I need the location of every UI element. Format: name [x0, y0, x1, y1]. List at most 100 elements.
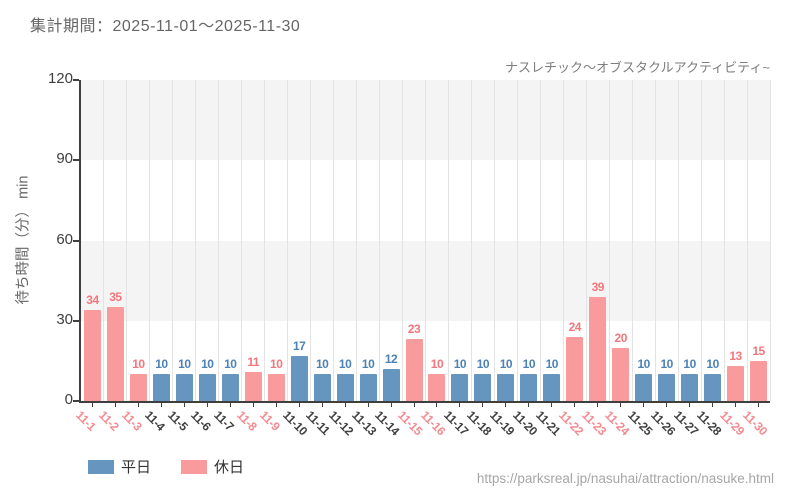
x-axis-tick [712, 403, 714, 407]
bar-11-11 [313, 374, 331, 401]
x-axis-date-label: 11-29 [716, 408, 747, 439]
x-axis-tick [390, 403, 392, 407]
bar-11-7 [221, 374, 239, 401]
x-axis-tick [183, 403, 185, 407]
vertical-gridline [402, 80, 404, 401]
x-axis-tick [321, 403, 323, 407]
bar-11-1 [83, 310, 101, 401]
x-axis-date-label: 11-12 [326, 408, 357, 439]
bar-11-10 [290, 355, 308, 401]
x-axis-tick [298, 403, 300, 407]
bar-11-26 [658, 374, 676, 401]
vertical-gridline [356, 80, 358, 401]
bar-value-label: 11 [247, 354, 260, 369]
bar-value-label: 10 [499, 357, 513, 372]
bar-value-label: 39 [591, 279, 605, 294]
x-axis-date-label: 11-23 [578, 408, 609, 439]
x-axis-date-label: 11-6 [188, 408, 214, 434]
bar-value-label: 10 [706, 357, 719, 372]
x-axis-date-label: 11-21 [532, 408, 563, 439]
bar-value-label: 10 [338, 357, 352, 372]
vertical-gridline [769, 80, 771, 401]
x-axis-tick [436, 403, 438, 407]
y-axis-tick-label: 0 [64, 391, 73, 408]
bar-11-15 [405, 339, 423, 401]
bar-value-label: 23 [407, 322, 421, 337]
bar-11-16 [428, 374, 446, 401]
x-axis-date-label: 11-4 [142, 408, 169, 434]
bar-value-label: 10 [476, 357, 490, 372]
bar-11-28 [704, 374, 722, 401]
legend-item-holiday: 休日 [181, 456, 244, 477]
x-axis-tick [551, 403, 553, 407]
bar-11-24 [612, 347, 630, 401]
bar-value-label: 10 [430, 357, 444, 372]
x-axis-date-label: 11-3 [119, 408, 146, 434]
bar-value-label: 20 [614, 330, 628, 345]
x-axis-tick [275, 403, 277, 407]
x-axis-tick [620, 403, 622, 407]
x-axis-tick [114, 403, 116, 407]
vertical-gridline [264, 80, 266, 401]
vertical-gridline [539, 80, 541, 401]
vertical-gridline [447, 80, 449, 401]
y-axis-tick-label: 90 [56, 150, 73, 168]
x-axis-tick [735, 403, 737, 407]
vertical-gridline [333, 80, 335, 401]
bar-11-14 [382, 368, 400, 401]
bar-value-label: 10 [683, 357, 696, 372]
bar-11-23 [589, 296, 607, 401]
y-axis-tick [73, 79, 79, 81]
weekday-color-swatch [88, 459, 114, 474]
x-axis-tick [574, 403, 576, 407]
vertical-gridline [379, 80, 381, 401]
x-axis-date-label: 11-30 [739, 408, 770, 439]
x-axis-date-label: 11-1 [73, 408, 100, 434]
attraction-name-title: ナスレチック～オブスタクルアクティビティ~ [505, 60, 770, 75]
x-axis-tick [528, 403, 530, 407]
bar-value-label: 10 [453, 357, 467, 372]
x-axis-date-label: 11-5 [165, 408, 192, 434]
vertical-gridline [654, 80, 656, 401]
x-axis-date-label: 11-10 [280, 408, 311, 439]
bar-11-4 [152, 374, 170, 401]
x-axis-date-label: 11-26 [647, 408, 678, 439]
vertical-gridline [287, 80, 289, 401]
bar-11-18 [474, 374, 492, 401]
bar-11-30 [750, 360, 768, 401]
bar-value-label: 13 [729, 349, 742, 364]
x-axis-tick [91, 403, 93, 407]
x-axis-tick [344, 403, 346, 407]
bar-value-label: 10 [660, 357, 673, 372]
weekday-legend-label: 平日 [121, 459, 152, 476]
x-axis-tick [206, 403, 208, 407]
y-axis-tick [73, 400, 79, 402]
vertical-gridline [241, 80, 243, 401]
x-axis-date-label: 11-2 [96, 408, 123, 434]
x-axis-line [79, 401, 770, 403]
vertical-gridline [608, 80, 610, 401]
bar-11-8 [244, 371, 262, 401]
bar-value-label: 10 [270, 357, 283, 372]
vertical-gridline [562, 80, 564, 401]
bar-11-17 [451, 374, 469, 401]
x-axis-tick [505, 403, 507, 407]
x-axis-tick [689, 403, 691, 407]
vertical-gridline [493, 80, 495, 401]
bar-value-label: 10 [545, 357, 559, 372]
x-axis-date-label: 11-8 [234, 408, 260, 434]
bar-value-label: 10 [178, 357, 191, 372]
y-axis-line [79, 80, 81, 403]
bar-chart-plot-area: 34 35 10 10 10 10 10 11 10 17 10 10 10 12 23 10 10 10 10 10… [81, 80, 771, 401]
bar-value-label: 10 [201, 357, 214, 372]
x-axis-tick [643, 403, 645, 407]
y-axis-tick [73, 239, 79, 242]
bar-value-label: 12 [384, 351, 398, 366]
bar-11-6 [198, 374, 216, 401]
x-axis-date-label: 11-25 [624, 408, 655, 439]
vertical-gridline [149, 80, 151, 401]
bar-value-label: 10 [522, 357, 536, 372]
x-axis-date-label: 11-9 [257, 408, 283, 434]
bar-value-label: 10 [315, 357, 329, 372]
